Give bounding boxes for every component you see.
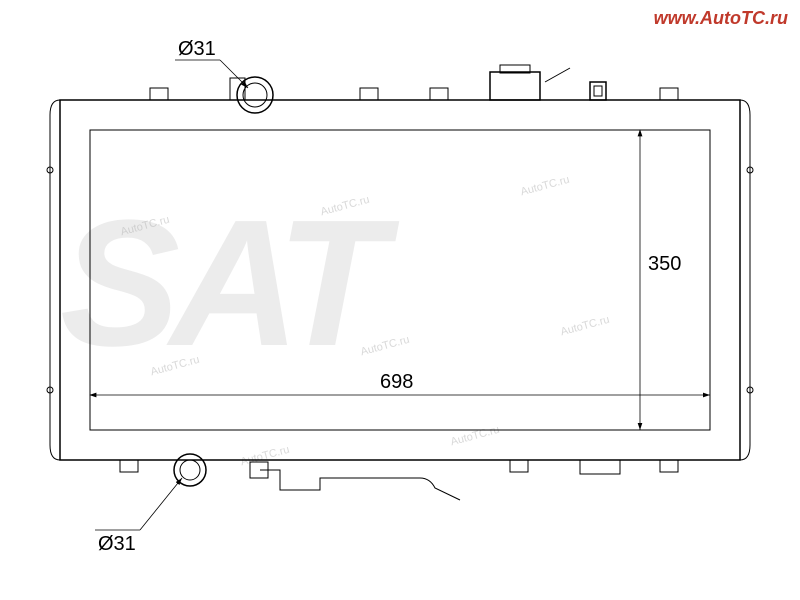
dim-dia-bot-label: Ø31 (98, 533, 136, 555)
outlet-port-inner (180, 460, 200, 480)
dim-height-label: 350 (648, 253, 681, 275)
bottom-hose (260, 470, 460, 500)
right-tank (740, 100, 750, 460)
outlet-port (174, 454, 206, 486)
top-tab (430, 88, 448, 100)
bottom-tab (510, 460, 528, 472)
top-tab (360, 88, 378, 100)
dim-dia-bot-leader (140, 478, 182, 530)
radiator-drawing: 698 350 Ø31 Ø31 (0, 0, 800, 600)
outer-frame (60, 100, 740, 460)
top-tab (660, 88, 678, 100)
filler-lever (545, 68, 570, 82)
dim-dia-top-leader (220, 60, 248, 88)
top-tab (150, 88, 168, 100)
sensor-inner (594, 86, 602, 96)
dim-dia-top-label: Ø31 (178, 38, 216, 60)
dim-width-label: 698 (380, 371, 413, 393)
left-tank (50, 100, 60, 460)
filler-cap (490, 72, 540, 100)
bottom-bracket (580, 460, 620, 474)
bottom-tab (120, 460, 138, 472)
sensor (590, 82, 606, 100)
bottom-tab (660, 460, 678, 472)
